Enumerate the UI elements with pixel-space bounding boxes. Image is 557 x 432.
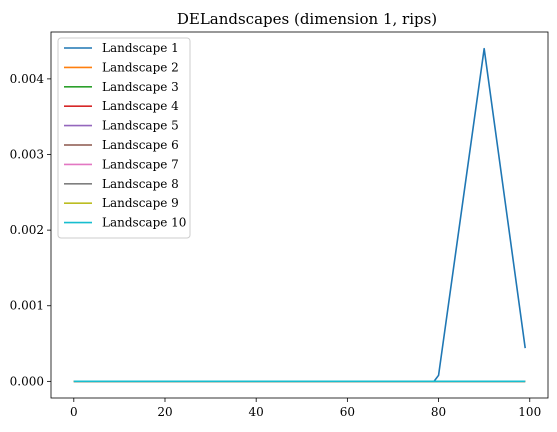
x-tick-label: 80 (431, 405, 446, 419)
x-tick-label: 60 (340, 405, 355, 419)
legend: Landscape 1 Landscape 2 Landscape 3 Landsca… (57, 37, 191, 239)
legend-label: Landscape 2 (102, 60, 179, 74)
plot-frame (50, 31, 549, 399)
y-tick-label: 0.003 (10, 148, 44, 162)
legend-label: Landscape 5 (102, 119, 179, 133)
x-tick-label: 40 (249, 405, 264, 419)
legend-label: Landscape 9 (102, 196, 179, 210)
y-tick-label: 0.004 (10, 72, 45, 86)
legend-label: Landscape 1 (102, 41, 179, 55)
chart-title: DELandscapes (dimension 1, rips) (177, 10, 437, 28)
legend-box (57, 37, 191, 239)
legend-label: Landscape 4 (102, 99, 179, 113)
x-tick-label: 100 (518, 405, 541, 419)
legend-label: Landscape 7 (102, 157, 179, 171)
y-axis: 0.000 0.001 0.002 0.003 0.004 (10, 72, 51, 388)
legend-label: Landscape 8 (102, 177, 179, 191)
legend-label: Landscape 10 (102, 216, 186, 230)
legend-label: Landscape 6 (102, 138, 179, 152)
y-tick-label: 0.002 (10, 223, 44, 237)
x-tick-label: 0 (70, 405, 78, 419)
y-tick-label: 0.000 (10, 374, 44, 388)
x-axis: 0 20 40 60 80 100 (70, 398, 541, 419)
x-tick-label: 20 (157, 405, 172, 419)
y-tick-label: 0.001 (10, 299, 44, 313)
legend-label: Landscape 3 (102, 80, 179, 94)
plot-series (73, 47, 526, 383)
